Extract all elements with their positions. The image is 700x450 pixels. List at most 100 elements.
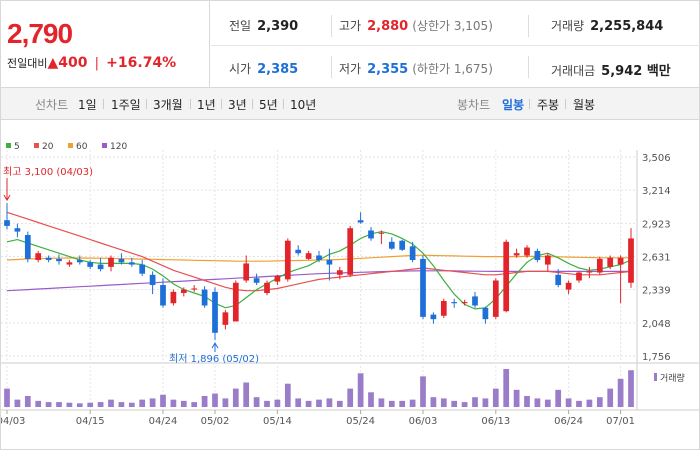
change-label: 전일대비 bbox=[7, 57, 48, 70]
volume-bar bbox=[149, 398, 156, 407]
period-3y[interactable]: 3년 bbox=[228, 98, 247, 112]
y-tick-label: 3,506 bbox=[642, 153, 671, 164]
open-price: 시가 2,385 bbox=[229, 62, 299, 77]
candle-daily[interactable]: 일봉 bbox=[502, 98, 525, 112]
volume-bar bbox=[66, 402, 73, 407]
x-tick-label: 05/02 bbox=[201, 416, 230, 427]
volume-bar bbox=[253, 397, 260, 407]
y-tick-label: 2,631 bbox=[642, 253, 671, 264]
x-tick-label: 05/14 bbox=[263, 416, 292, 427]
volume-bar bbox=[368, 392, 374, 407]
candle-body bbox=[440, 300, 447, 316]
change-rate: +16.74% bbox=[106, 55, 177, 71]
volume-legend-swatch bbox=[654, 373, 657, 381]
candle-body bbox=[4, 220, 10, 226]
volume-bar bbox=[212, 393, 218, 407]
period-5y[interactable]: 5년 bbox=[259, 98, 278, 112]
volume-bar bbox=[316, 399, 322, 407]
candle-body bbox=[264, 282, 270, 294]
legend-swatch bbox=[6, 143, 11, 148]
candle-body bbox=[305, 253, 312, 259]
legend-label: 5 bbox=[14, 142, 20, 152]
volume-bar bbox=[243, 382, 250, 407]
change-arrow-icon: ▲ bbox=[47, 55, 59, 71]
volume-bar bbox=[524, 395, 530, 407]
separator bbox=[190, 99, 191, 109]
trade-amount: 거래대금 5,942 백만 bbox=[551, 64, 671, 79]
high-price: 고가 2,880 (상한가 3,105) bbox=[339, 19, 493, 34]
candle-body bbox=[97, 264, 104, 270]
x-tick-label: 04/03 bbox=[1, 416, 25, 427]
candle-body bbox=[388, 241, 395, 249]
low-arrow-icon bbox=[211, 342, 219, 349]
volume-bar bbox=[139, 399, 146, 407]
volume-bar bbox=[232, 388, 239, 407]
y-tick-label: 2,923 bbox=[642, 219, 671, 230]
volume-bar bbox=[399, 400, 406, 407]
current-price: 2,790 bbox=[7, 18, 73, 49]
period-3m[interactable]: 3개월 bbox=[153, 98, 183, 112]
candle-body bbox=[274, 275, 281, 282]
volume-bar bbox=[284, 383, 291, 407]
period-10y[interactable]: 10년 bbox=[290, 98, 317, 112]
volume-bar bbox=[56, 402, 62, 407]
volume-bar bbox=[492, 388, 499, 407]
candle-body bbox=[232, 282, 239, 322]
candlestick-chart: 3,506 3,214 2,923 2,631 2,339 2,048 1,756 04/03… bbox=[0, 142, 699, 427]
volume-bar bbox=[596, 397, 603, 407]
volume-bar bbox=[544, 399, 551, 407]
volume-bar bbox=[607, 388, 614, 407]
volume-bar bbox=[440, 398, 447, 407]
volume-bar bbox=[430, 397, 437, 407]
volume-bar bbox=[4, 388, 10, 407]
candle-body bbox=[66, 262, 73, 265]
candle-body bbox=[544, 255, 551, 265]
period-1w[interactable]: 1주일 bbox=[111, 98, 141, 112]
volume-bar bbox=[160, 394, 166, 407]
candle-body bbox=[139, 264, 146, 274]
candle-body bbox=[576, 272, 582, 281]
separator bbox=[529, 99, 530, 109]
volume-bar bbox=[201, 395, 208, 407]
volume-bar bbox=[451, 400, 458, 407]
period-1d[interactable]: 1일 bbox=[78, 98, 97, 112]
candle-body bbox=[326, 260, 333, 265]
volume-bar bbox=[555, 389, 562, 407]
candle-monthly[interactable]: 월봉 bbox=[573, 98, 596, 112]
candle-weekly[interactable]: 주봉 bbox=[537, 98, 560, 112]
legend-swatch bbox=[68, 143, 73, 148]
y-tick-label: 2,339 bbox=[642, 286, 671, 297]
candle-body bbox=[76, 260, 83, 263]
volume-bar bbox=[628, 370, 634, 407]
divider bbox=[331, 56, 332, 78]
candle-body bbox=[628, 238, 634, 283]
volume-bar bbox=[14, 399, 21, 407]
candle-body bbox=[160, 285, 166, 306]
legend-label: 20 bbox=[42, 142, 54, 152]
change-value: 400 bbox=[58, 55, 88, 71]
volume-bar bbox=[108, 399, 114, 407]
candle-body bbox=[492, 280, 499, 317]
candle-body bbox=[461, 302, 468, 304]
volume-bar bbox=[191, 402, 198, 407]
divider bbox=[331, 15, 332, 37]
candle-body bbox=[201, 289, 208, 306]
separator bbox=[103, 99, 104, 109]
x-tick-label: 04/15 bbox=[76, 416, 105, 427]
candle-body bbox=[482, 307, 489, 320]
separator bbox=[565, 99, 566, 109]
candle-body bbox=[180, 289, 187, 294]
divider bbox=[528, 15, 529, 37]
candle-body bbox=[596, 258, 603, 273]
volume-bar bbox=[482, 398, 489, 407]
candle-body bbox=[524, 247, 530, 256]
x-tick-label: 06/13 bbox=[481, 416, 510, 427]
volume-bar bbox=[347, 388, 354, 407]
change-separator: | bbox=[94, 56, 100, 71]
prev-close: 전일 2,390 bbox=[229, 19, 299, 34]
candle-body bbox=[212, 291, 218, 333]
period-1y[interactable]: 1년 bbox=[197, 98, 216, 112]
candle-body bbox=[118, 258, 125, 263]
candle-body bbox=[222, 312, 229, 325]
candle-body bbox=[316, 255, 322, 261]
